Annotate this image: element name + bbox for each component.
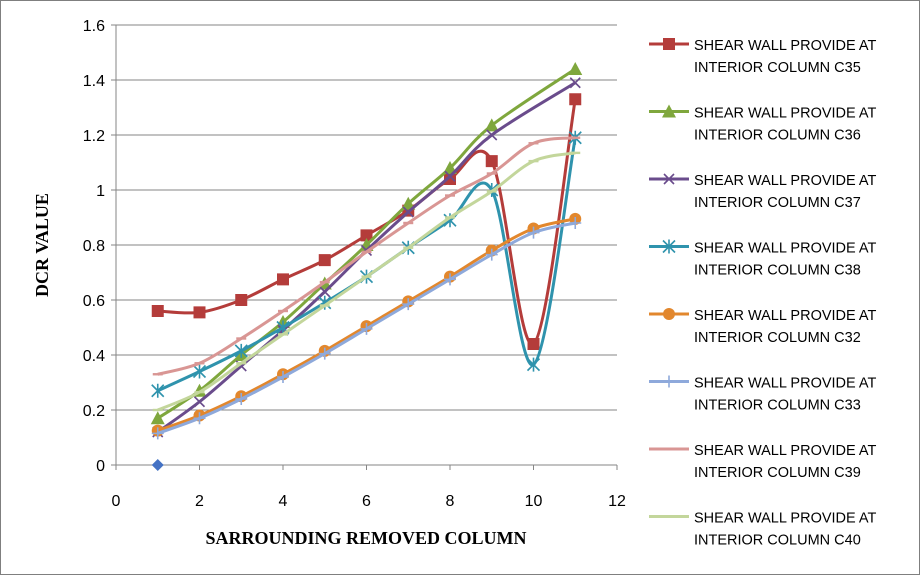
y-tick-label: 1.6: [83, 18, 105, 35]
data-point: [193, 306, 206, 319]
x-tick-label: 10: [525, 493, 543, 510]
y-tick-label: 0.8: [83, 238, 105, 255]
legend-entry: SHEAR WALL PROVIDE AT INTERIOR COLUMN C40: [649, 511, 877, 549]
data-point: [277, 371, 289, 383]
axes: 0 0.2 0.4 0.6 0.8 1 1.2 1.4 1.6 0 2 4 6 8 10 12: [83, 18, 626, 510]
legend-label: INTERIOR COLUMN C37: [694, 195, 861, 211]
data-point: [527, 338, 540, 350]
legend-entry: SHEAR WALL PROVIDE AT INTERIOR COLUMN C32: [649, 308, 877, 346]
legend-label: SHEAR WALL PROVIDE AT: [694, 308, 877, 324]
legend-label: SHEAR WALL PROVIDE AT: [694, 376, 877, 392]
series-line: [157, 136, 576, 376]
legend-label: INTERIOR COLUMN C32: [694, 330, 861, 346]
legend-swatch-marker: [662, 239, 676, 254]
x-axis-title: SARROUNDING REMOVED COLUMN: [205, 528, 526, 548]
y-tick-label: 1: [96, 183, 105, 200]
x-tick-label: 6: [362, 493, 371, 510]
legend: SHEAR WALL PROVIDE AT INTERIOR COLUMN C35…: [649, 38, 877, 549]
legend-swatch-marker: [663, 173, 675, 185]
legend-swatch-marker: [663, 308, 675, 320]
series-7: [152, 136, 581, 376]
legend-swatch-marker: [663, 375, 675, 388]
series-6: [151, 217, 582, 440]
data-point: [151, 383, 165, 398]
legend-swatch-marker: [663, 38, 675, 50]
data-point: [150, 411, 165, 425]
legend-label: SHEAR WALL PROVIDE AT: [694, 443, 877, 459]
data-point: [193, 412, 206, 425]
x-tick-label: 8: [446, 493, 455, 510]
y-axis-title: DCR VALUE: [32, 193, 52, 297]
data-point: [193, 396, 206, 408]
legend-label: SHEAR WALL PROVIDE AT: [694, 38, 877, 54]
legend-label: INTERIOR COLUMN C33: [694, 398, 861, 414]
data-point: [192, 364, 207, 379]
x-tick-label: 2: [195, 493, 204, 510]
data-point: [527, 226, 540, 239]
series-line: [156, 81, 577, 434]
data-point: [360, 322, 373, 335]
y-tick-label: 0.6: [83, 293, 105, 310]
legend-entry: SHEAR WALL PROVIDE AT INTERIOR COLUMN C36: [649, 104, 877, 144]
data-point: [569, 217, 582, 229]
legend-label: SHEAR WALL PROVIDE AT: [694, 173, 877, 189]
data-point: [235, 294, 248, 306]
legend-label: INTERIOR COLUMN C40: [694, 533, 861, 549]
data-point: [234, 343, 248, 358]
data-point: [277, 273, 289, 286]
data-point: [486, 129, 498, 141]
data-point: [318, 254, 331, 267]
data-point: [318, 347, 331, 360]
series-3: [152, 77, 581, 438]
data-point: [569, 93, 582, 106]
y-tick-label: 1.2: [83, 128, 105, 145]
data-point: [402, 298, 415, 311]
data-point: [568, 62, 583, 75]
data-point: [360, 229, 373, 242]
y-tick-label: 0.4: [83, 348, 105, 365]
series-line: [157, 98, 577, 346]
legend-entry: SHEAR WALL PROVIDE AT INTERIOR COLUMN C35: [649, 38, 877, 76]
x-tick-label: 12: [608, 493, 626, 510]
legend-label: INTERIOR COLUMN C39: [694, 465, 861, 481]
y-tick-label: 0: [96, 458, 105, 475]
data-point: [485, 248, 498, 261]
legend-label: INTERIOR COLUMN C38: [694, 263, 861, 279]
legend-swatch-marker: [662, 104, 676, 118]
y-tick-label: 1.4: [83, 73, 105, 90]
legend-label: INTERIOR COLUMN C36: [694, 128, 861, 144]
legend-entry: SHEAR WALL PROVIDE AT INTERIOR COLUMN C38: [649, 239, 877, 279]
data-point: [151, 427, 164, 440]
x-tick-label: 0: [112, 493, 121, 510]
series-8: [152, 151, 581, 412]
x-tick-label: 4: [279, 493, 288, 510]
data-point: [484, 118, 499, 132]
data-point: [402, 206, 414, 218]
legend-entry: SHEAR WALL PROVIDE AT INTERIOR COLUMN C39: [649, 443, 877, 481]
data-point: [444, 170, 456, 182]
data-point: [319, 286, 331, 298]
data-point: [485, 155, 498, 168]
series-layer: [150, 62, 583, 471]
data-point: [526, 357, 541, 372]
legend-label: SHEAR WALL PROVIDE AT: [694, 106, 877, 122]
data-point: [401, 196, 416, 210]
legend-label: INTERIOR COLUMN C35: [694, 60, 861, 76]
data-point: [235, 393, 248, 405]
grid-lines: [116, 24, 617, 411]
series-line: [156, 67, 577, 420]
data-point: [151, 305, 164, 317]
data-point: [569, 77, 581, 89]
data-point: [444, 273, 456, 286]
legend-entry: SHEAR WALL PROVIDE AT INTERIOR COLUMN C33: [649, 375, 877, 414]
data-point: [444, 173, 456, 185]
extra-data-point: [151, 459, 164, 471]
legend-label: SHEAR WALL PROVIDE AT: [694, 241, 877, 257]
y-tick-label: 0.2: [83, 403, 105, 420]
legend-label: SHEAR WALL PROVIDE AT: [694, 511, 877, 527]
legend-entry: SHEAR WALL PROVIDE AT INTERIOR COLUMN C37: [649, 173, 877, 211]
